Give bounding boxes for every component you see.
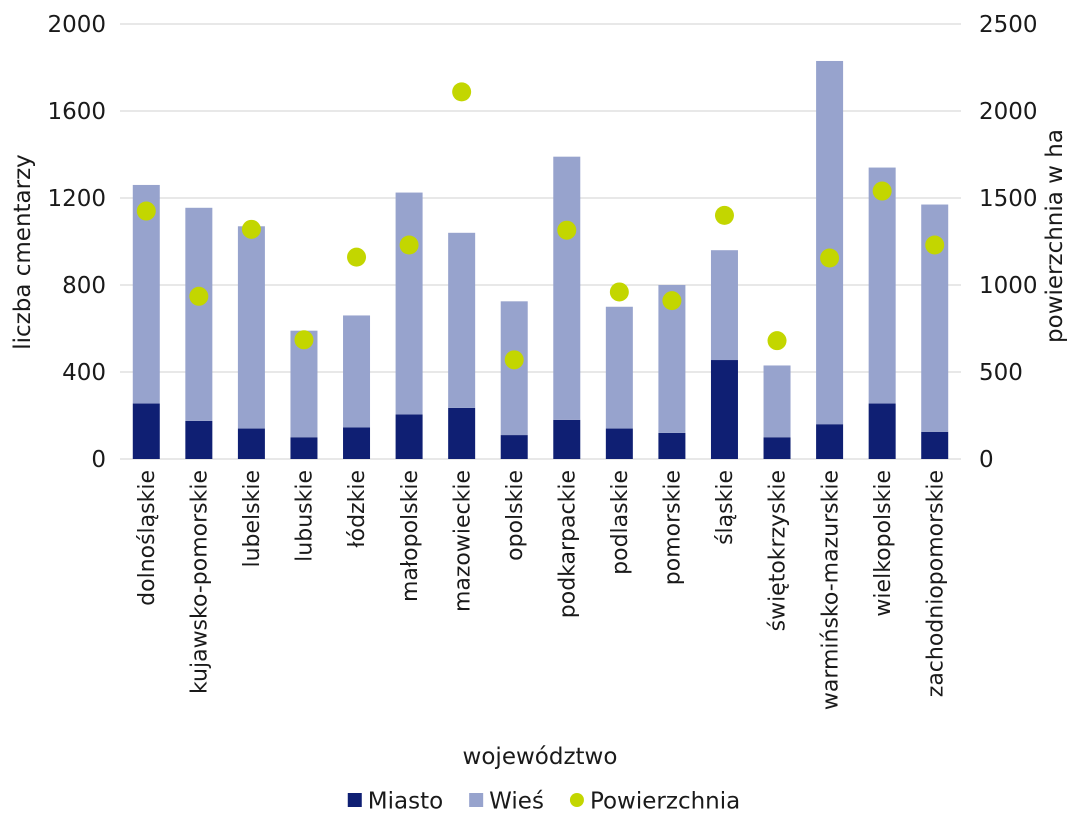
right-y-tick-label: 2500 [979,12,1038,38]
legend-item-miasto: Miasto [347,788,443,814]
scatter-point-powierzchnia [241,219,261,239]
left-y-tick-label: 2000 [47,12,106,38]
scatter-point-powierzchnia [136,201,156,221]
bar-segment-miasto [868,403,896,459]
scatter-point-powierzchnia [347,247,367,267]
left-y-tick-label: 400 [62,360,106,386]
bar-segment-wies [448,232,476,408]
x-tick-label: śląskie [713,470,738,545]
x-tick-label: opolskie [503,470,528,561]
bar-segment-wies [605,306,633,429]
left-y-tick-label: 0 [91,447,106,473]
bar-segment-miasto [816,424,844,459]
scatter-point-powierzchnia [557,220,577,240]
scatter-point-powierzchnia [714,205,734,225]
bar-segment-wies [237,226,265,429]
legend-item-wies: Wieś [469,788,544,814]
right-y-axis: 0 500 1000 1500 2000 2500 [979,12,1038,473]
scatter-point-powierzchnia [399,235,419,255]
bar-segment-wies [868,167,896,404]
legend: Miasto Wieś Powierzchnia [347,788,740,814]
bar-segment-miasto [658,432,686,459]
bar-segment-wies [343,315,371,428]
bar-segment-wies [553,156,581,420]
scatter-point-powierzchnia [189,286,209,306]
bar-segment-wies [132,184,160,404]
bar-segment-miasto [343,427,371,459]
x-axis: dolnośląskie kujawsko-pomorskie lubelskie l… [135,470,948,710]
scatter-series [136,82,945,370]
bar-segment-miasto [290,437,318,459]
right-y-tick-label: 1500 [979,186,1038,212]
right-y-tick-label: 500 [979,360,1023,386]
legend-marker-circle [569,793,584,807]
bar-segment-wies [763,365,791,438]
bar-segment-miasto [500,435,528,459]
bar-segment-miasto [132,403,160,459]
x-tick-label: lubuskie [293,470,318,562]
x-tick-label: lubelskie [240,470,265,568]
x-tick-label: kujawsko-pomorskie [188,470,213,694]
left-y-tick-label: 1600 [47,99,106,125]
legend-label: Wieś [489,788,544,814]
bar-segment-wies [395,192,423,415]
left-y-axis-title: liczba cmentarzy [10,154,36,350]
left-y-axis: 0 400 800 1200 1600 2000 [47,12,106,473]
x-tick-label: dolnośląskie [135,470,160,606]
x-tick-label: mazowieckie [450,470,475,612]
x-tick-label: małopolskie [398,470,423,602]
x-tick-label: pomorskie [661,470,686,585]
bar-segment-miasto [237,428,265,459]
x-tick-label: podlaskie [608,470,633,575]
bar-segment-wies [816,60,844,425]
x-tick-label: zachodniopomorskie [923,470,948,697]
legend-marker-square [469,793,484,807]
left-y-tick-label: 1200 [47,186,106,212]
bar-segment-miasto [921,431,949,459]
bar-segment-miasto [448,407,476,459]
scatter-point-powierzchnia [872,181,892,201]
bar-segment-miasto [763,437,791,459]
scatter-point-powierzchnia [820,248,840,268]
right-y-tick-label: 2000 [979,99,1038,125]
bar-segment-miasto [553,419,581,459]
legend-marker-square [347,793,362,807]
legend-label: Powierzchnia [590,788,740,814]
x-tick-label: świętokrzyskie [766,470,791,631]
x-tick-label: wielkopolskie [871,470,896,617]
scatter-point-powierzchnia [609,282,629,302]
bar-segment-wies [710,250,738,361]
x-tick-label: podkarpackie [555,470,580,618]
bar-segment-miasto [395,414,423,459]
bar-segment-wies [185,207,213,421]
right-y-tick-label: 1000 [979,273,1038,299]
scatter-point-powierzchnia [925,235,945,255]
left-y-tick-label: 800 [62,273,106,299]
right-y-tick-label: 0 [979,447,994,473]
bar-segment-miasto [710,360,738,459]
scatter-point-powierzchnia [294,330,314,350]
scatter-point-powierzchnia [767,331,787,351]
bar-segment-miasto [185,420,213,459]
bar-segment-miasto [605,428,633,459]
legend-label: Miasto [368,788,443,814]
right-y-axis-title: powierzchnia w ha [1042,129,1068,343]
scatter-point-powierzchnia [662,291,682,311]
x-axis-title: województwo [463,744,618,770]
scatter-point-powierzchnia [452,82,472,102]
legend-item-powierzchnia: Powierzchnia [569,788,740,814]
x-tick-label: warmińsko-mazurskie [818,470,843,710]
scatter-point-powierzchnia [504,350,524,370]
x-tick-label: łódzkie [345,470,370,548]
